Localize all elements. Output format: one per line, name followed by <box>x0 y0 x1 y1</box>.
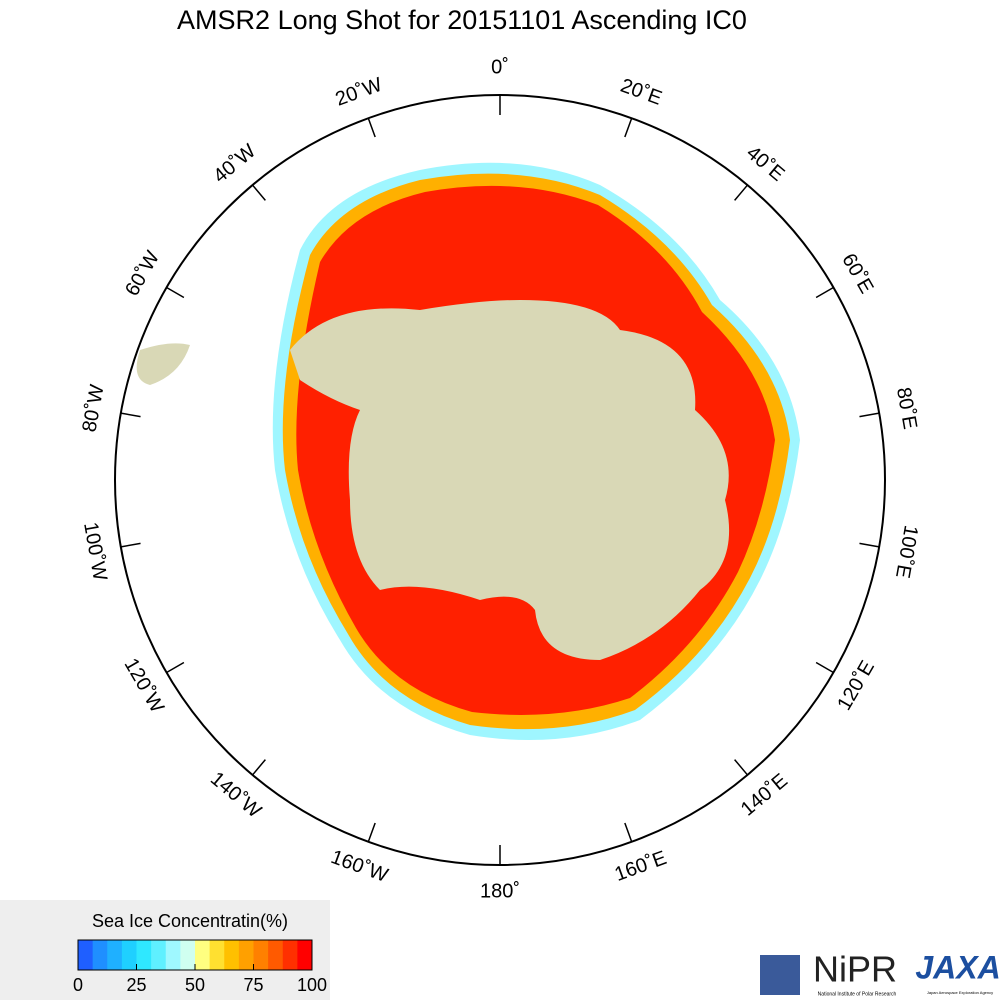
graticule-tick <box>120 412 141 418</box>
title: AMSR2 Long Shot for 20151101 Ascending I… <box>177 5 747 35</box>
colorbar-swatch <box>92 940 108 970</box>
graticule-tick <box>624 117 633 138</box>
longitude-label: 120˚E <box>833 657 879 714</box>
graticule-tick <box>624 822 633 843</box>
nipr-text: NiPR <box>813 949 897 990</box>
longitude-label: 60˚E <box>837 250 877 298</box>
nipr-logo: NiPR National Institute of Polar Researc… <box>760 949 897 997</box>
graticule-tick <box>166 286 185 299</box>
graticule-tick <box>815 286 834 299</box>
colorbar-swatch <box>209 940 225 970</box>
colorbar-swatch <box>180 940 196 970</box>
graticule-tick <box>367 117 376 138</box>
longitude-label: 40˚E <box>742 142 789 186</box>
graticule-tick <box>859 542 880 548</box>
colorbar-tick-label: 100 <box>297 975 327 995</box>
longitude-label: 180˚ <box>480 880 520 902</box>
colorbar-tick-label: 50 <box>185 975 205 995</box>
south-america <box>136 343 190 385</box>
colorbar-swatch <box>107 940 123 970</box>
longitude-label: 40˚W <box>209 140 260 188</box>
longitude-label: 140˚W <box>206 768 265 823</box>
longitude-label: 20˚W <box>333 74 386 111</box>
graticule-tick <box>734 759 749 776</box>
colorbar-swatch <box>253 940 269 970</box>
longitude-label: 80˚W <box>79 383 109 434</box>
graticule-tick <box>120 542 141 548</box>
legend-title: Sea Ice Concentratin(%) <box>92 911 288 931</box>
colorbar-swatch <box>238 940 254 970</box>
longitude-label: 0˚ <box>491 56 509 78</box>
longitude-label: 80˚E <box>892 386 921 431</box>
longitude-label: 100˚W <box>79 521 111 583</box>
graticule-tick <box>367 822 376 843</box>
colorbar-swatch <box>297 940 313 970</box>
graticule-tick <box>815 661 834 674</box>
graticule-tick <box>859 412 880 418</box>
colorbar-swatch <box>224 940 240 970</box>
colorbar-swatch <box>78 940 94 970</box>
antarctica <box>290 300 730 660</box>
graticule-tick <box>251 184 266 201</box>
colorbar-tick-label: 25 <box>126 975 146 995</box>
jaxa-text: JAXA <box>915 949 1000 985</box>
colorbar-swatch <box>282 940 298 970</box>
colorbar-tick-label: 75 <box>243 975 263 995</box>
colorbar-tick-label: 0 <box>73 975 83 995</box>
jaxa-subtext: Japan Aerospace Exploration Agency <box>927 990 993 995</box>
graticule-tick <box>251 759 266 776</box>
colorbar-swatch <box>195 940 211 970</box>
colorbar-swatch <box>151 940 167 970</box>
colorbar-swatch <box>121 940 137 970</box>
longitude-label: 100˚E <box>891 523 922 579</box>
nipr-subtext: National Institute of Polar Research <box>818 991 897 997</box>
colorbar-swatch <box>268 940 284 970</box>
longitude-label: 160˚E <box>612 847 670 886</box>
graticule-tick <box>734 184 749 201</box>
longitude-label: 160˚W <box>328 846 391 887</box>
graticule-tick <box>166 661 185 674</box>
longitude-label: 60˚W <box>121 247 164 299</box>
colorbar-swatch <box>136 940 152 970</box>
longitude-label: 20˚E <box>618 75 665 110</box>
colorbar-swatch <box>165 940 181 970</box>
